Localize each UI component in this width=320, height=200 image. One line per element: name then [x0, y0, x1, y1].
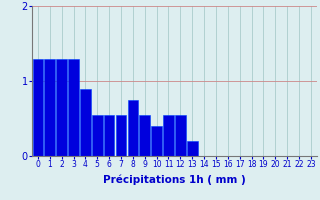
Bar	[175, 115, 186, 156]
Bar	[163, 115, 174, 156]
Bar	[116, 115, 126, 156]
Bar	[187, 141, 197, 156]
Bar	[80, 88, 91, 156]
Bar	[140, 115, 150, 156]
Bar	[44, 58, 55, 156]
Bar	[104, 115, 115, 156]
Bar	[33, 58, 43, 156]
Bar	[68, 58, 79, 156]
Bar	[92, 115, 103, 156]
Bar	[151, 126, 162, 156]
Bar	[128, 100, 138, 156]
X-axis label: Précipitations 1h ( mm ): Précipitations 1h ( mm )	[103, 175, 246, 185]
Bar	[56, 58, 67, 156]
